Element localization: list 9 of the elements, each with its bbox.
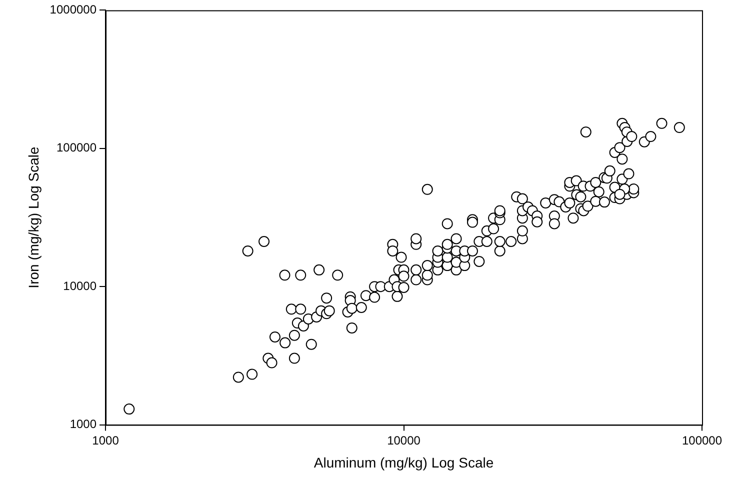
y-tick-label: 10000	[63, 278, 97, 293]
x-tick-label: 10000	[387, 433, 421, 448]
y-tick-label: 1000000	[50, 2, 97, 17]
x-tick-label: 1000	[92, 433, 120, 448]
y-tick-label: 100000	[56, 140, 97, 155]
y-axis-title: Iron (mg/kg) Log Scale	[25, 146, 42, 288]
x-axis-title: Aluminum (mg/kg) Log Scale	[314, 454, 494, 470]
y-tick-label: 1000	[70, 417, 97, 432]
x-tick-label: 100000	[682, 433, 722, 448]
